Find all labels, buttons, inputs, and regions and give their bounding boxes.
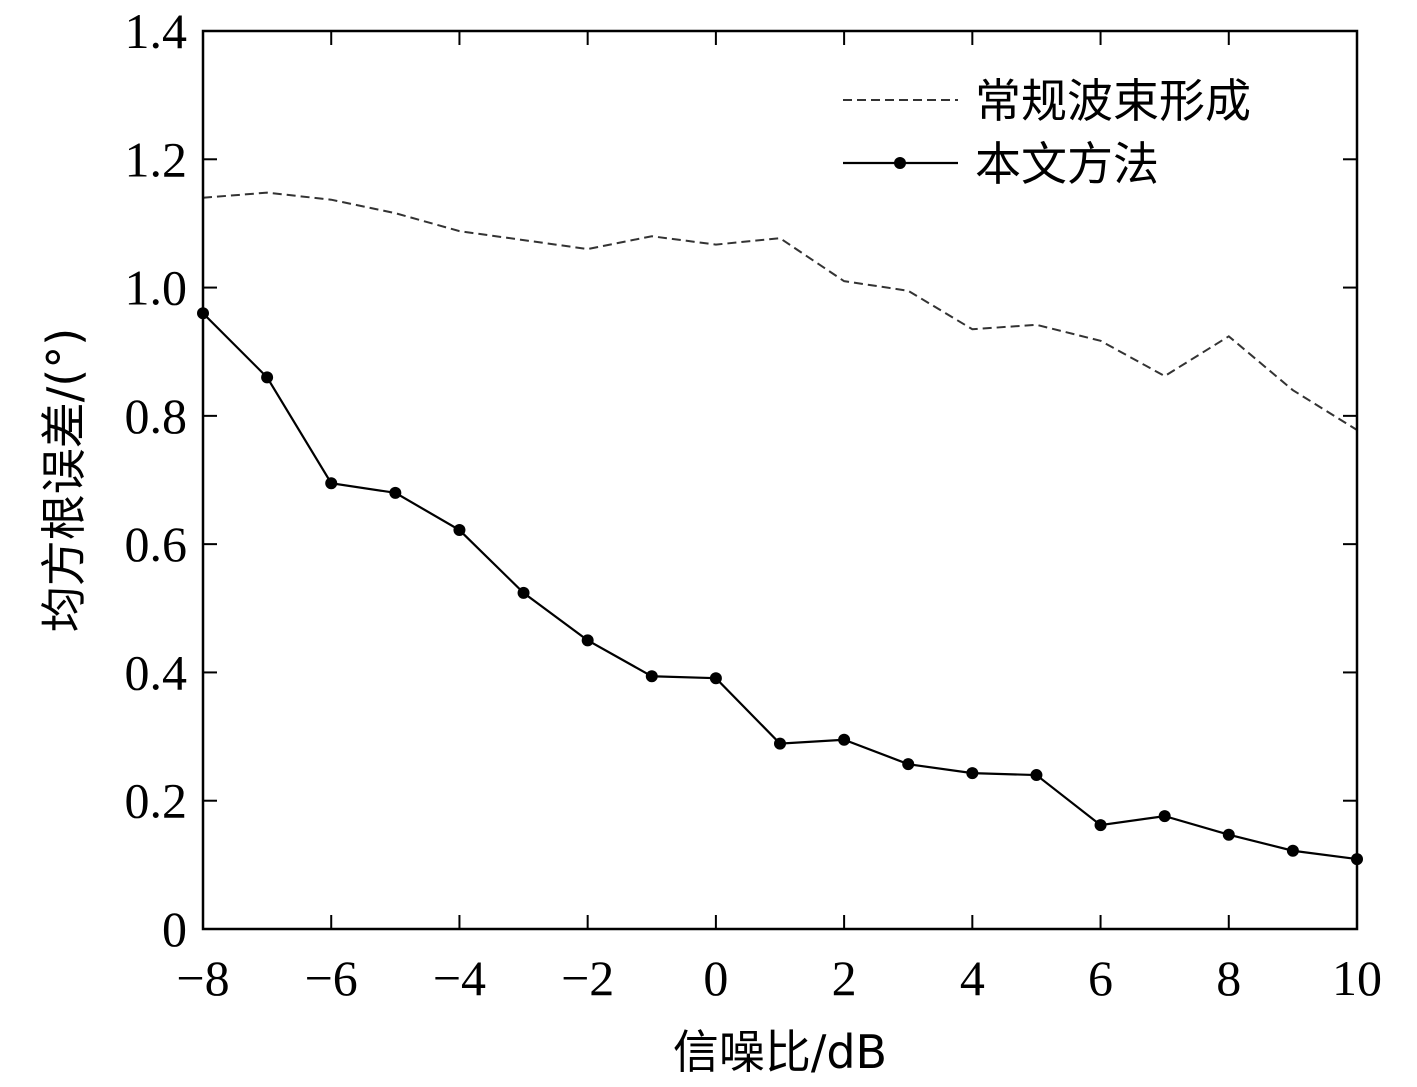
- y-tick-label: 1.4: [125, 3, 188, 59]
- x-tick-label: −8: [176, 950, 229, 1006]
- x-tick-label: −2: [561, 950, 614, 1006]
- data-point: [453, 524, 466, 537]
- y-tick-label: 1.2: [125, 131, 188, 187]
- plot-area-frame: [201, 29, 1359, 931]
- data-point: [774, 737, 786, 750]
- data-point: [1094, 819, 1107, 832]
- x-tick-label: −6: [305, 950, 358, 1006]
- x-tick-label: 2: [832, 950, 857, 1006]
- data-point: [709, 672, 722, 685]
- data-point: [966, 767, 979, 780]
- data-point: [581, 634, 594, 647]
- data-point: [261, 371, 274, 384]
- series-line-1: [202, 312, 1358, 861]
- y-tick-label: 0.6: [125, 516, 188, 572]
- x-tick-label: 6: [1088, 950, 1113, 1006]
- x-tick-label: 10: [1332, 950, 1382, 1006]
- y-tick-label: 0.2: [125, 773, 188, 829]
- legend-label-0: 常规波束形成: [975, 74, 1251, 128]
- x-tick-label: 4: [960, 950, 985, 1006]
- y-tick-label: 1.0: [125, 260, 188, 316]
- y-tick-label: 0.4: [125, 644, 188, 700]
- y-tick-label: 0: [162, 901, 187, 957]
- data-point: [1222, 828, 1235, 841]
- y-tick-label: 0.8: [125, 388, 188, 444]
- data-point: [325, 477, 338, 490]
- x-tick-label: −4: [433, 950, 486, 1006]
- x-tick-label: 8: [1216, 950, 1241, 1006]
- series-layer: [197, 191, 1363, 866]
- x-axis-ticks: −8 −6 −4 −2 0 2 4 6 8 10: [176, 31, 1382, 1006]
- data-point: [838, 733, 851, 746]
- series-line-0: [202, 191, 1358, 431]
- data-point: [902, 758, 915, 771]
- data-point: [1030, 769, 1043, 782]
- data-point: [645, 670, 658, 683]
- data-point: [1158, 810, 1171, 823]
- y-axis-ticks: 0 0.2 0.4 0.6 0.8 1.0 1.2 1.4: [125, 3, 1357, 957]
- data-point: [1286, 844, 1299, 857]
- legend-label-1: 本文方法: [975, 137, 1159, 191]
- data-point: [389, 486, 402, 499]
- y-axis-label: 均方根误差/(°): [37, 328, 91, 632]
- legend-marker-1: [894, 157, 906, 169]
- x-axis-label: 信噪比/dB: [673, 1025, 887, 1079]
- data-point: [517, 586, 530, 599]
- x-tick-label: 0: [703, 950, 728, 1006]
